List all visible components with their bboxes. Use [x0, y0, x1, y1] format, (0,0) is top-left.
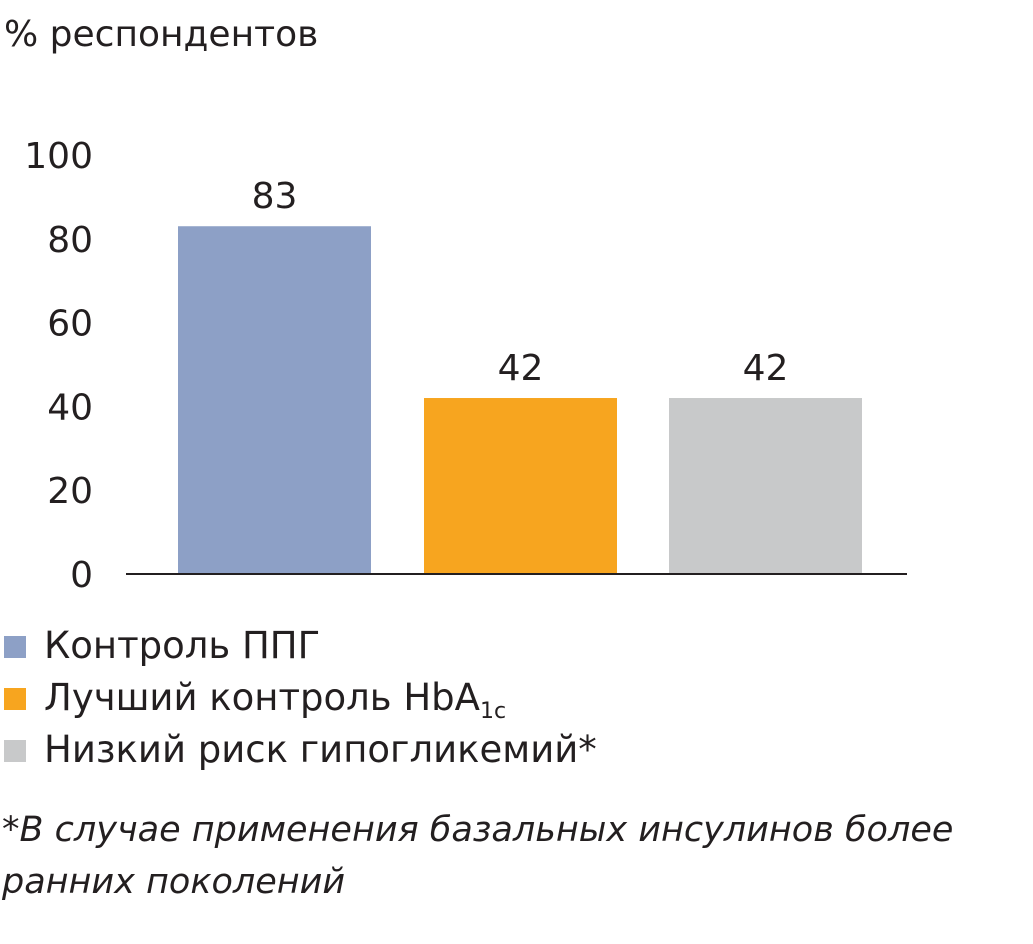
legend-label-ppg: Контроль ППГ	[44, 624, 321, 667]
bar-value-label-ppg: 83	[252, 176, 298, 217]
bar-chart: 0 20 40 60 80 100 83 42 42	[24, 136, 907, 596]
y-tick-label-80: 80	[47, 220, 93, 261]
y-tick-label-40: 40	[47, 387, 93, 428]
legend-swatch-hypo	[4, 740, 26, 762]
bar-value-labels: 83 42 42	[252, 176, 789, 389]
bar-hypo	[669, 398, 862, 574]
bar-value-label-hypo: 42	[743, 348, 789, 389]
legend-label-hba1c: Лучший контроль HbA1c	[44, 672, 506, 724]
legend-swatch-ppg	[4, 636, 26, 658]
legend-label-hba1c-main: Лучший контроль HbA	[44, 676, 480, 719]
bar-ppg	[178, 226, 371, 575]
bar-hba1c	[424, 398, 617, 574]
legend-label-hypo: Низкий риск гипогликемий*	[44, 728, 597, 771]
y-tick-label-0: 0	[70, 555, 93, 596]
legend-swatch-hba1c	[4, 688, 26, 710]
bars	[178, 226, 862, 575]
bar-value-label-hba1c: 42	[498, 348, 544, 389]
y-axis-ticks: 0 20 40 60 80 100	[24, 136, 93, 596]
legend-label-hba1c-sub: 1c	[479, 699, 507, 724]
y-tick-label-20: 20	[47, 471, 93, 512]
y-tick-label-100: 100	[24, 136, 93, 177]
footnote: *В случае применения базальных инсулинов…	[2, 810, 954, 902]
y-axis-label: % респондентов	[4, 14, 319, 55]
y-tick-label-60: 60	[47, 304, 93, 345]
